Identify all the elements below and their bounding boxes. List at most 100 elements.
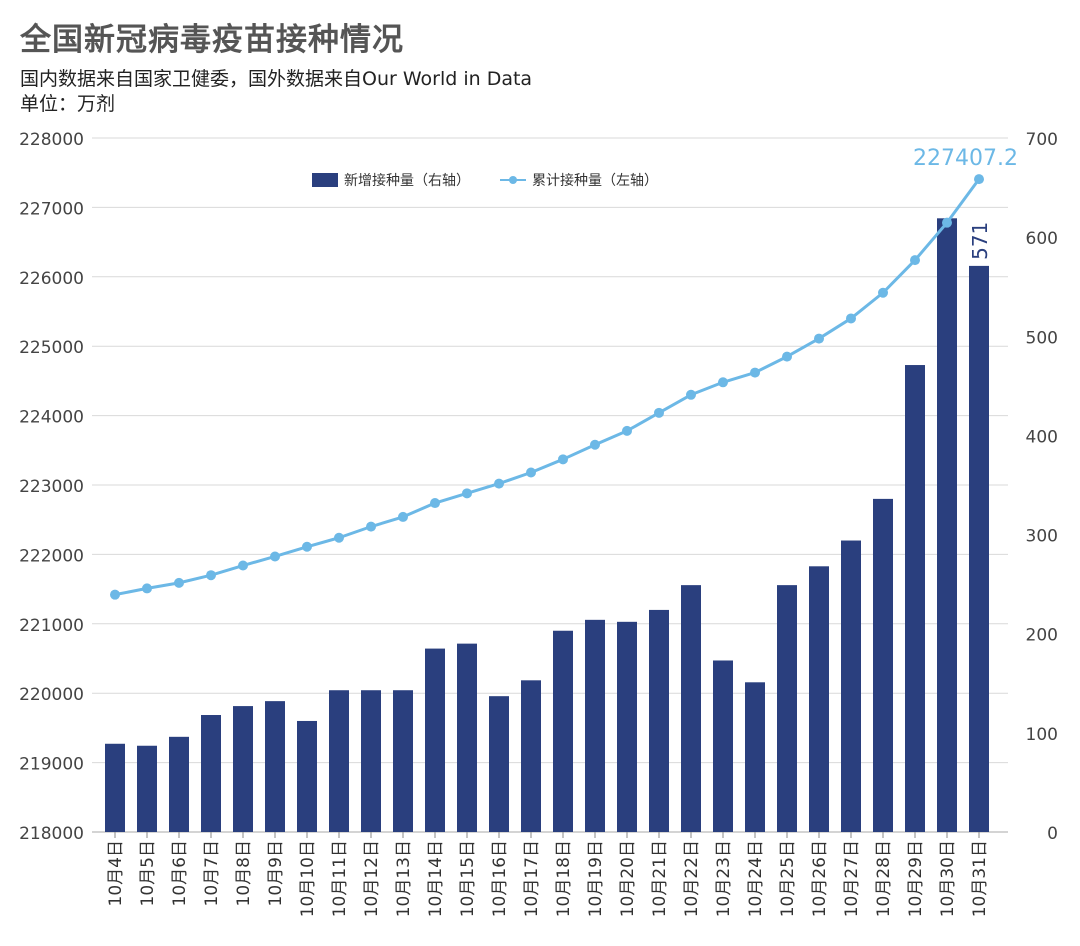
- right-tick-label: 600: [1026, 229, 1058, 249]
- line-point-10月20日: [622, 425, 632, 436]
- bar-10月7日: [201, 715, 221, 832]
- line-point-10月6日: [174, 577, 184, 588]
- line-point-10月30日: [942, 217, 952, 228]
- x-tick-label: 10月17日: [522, 840, 542, 917]
- bar-10月12日: [361, 690, 381, 832]
- line-point-10月25日: [782, 351, 792, 362]
- x-tick-label: 10月26日: [810, 840, 830, 917]
- right-tick-label: 500: [1026, 328, 1058, 348]
- line-point-10月26日: [814, 333, 824, 344]
- bar-10月26日: [809, 566, 829, 832]
- bar-10月11日: [329, 690, 349, 832]
- right-tick-label: 0: [1047, 824, 1058, 844]
- bar-10月16日: [489, 696, 509, 832]
- line-point-10月23日: [718, 377, 728, 388]
- legend-label-bar: 新增接种量（右轴）: [344, 172, 470, 189]
- left-tick-label: 222000: [19, 546, 84, 566]
- line-point-10月22日: [686, 389, 696, 400]
- x-tick-label: 10月31日: [970, 840, 990, 917]
- left-tick-label: 224000: [19, 408, 84, 428]
- x-tick-label: 10月18日: [554, 840, 574, 917]
- x-tick-label: 10月30日: [938, 840, 958, 917]
- x-tick-label: 10月16日: [490, 840, 510, 917]
- line-point-10月14日: [430, 498, 440, 509]
- line-point-10月27日: [846, 313, 856, 324]
- bar-10月9日: [265, 701, 285, 832]
- left-tick-label: 227000: [19, 199, 84, 219]
- bar-10月29日: [905, 365, 925, 832]
- x-tick-label: 10月5日: [138, 840, 158, 906]
- bar-10月6日: [169, 736, 189, 832]
- chart-subtitle: 国内数据来自国家卫健委，国外数据来自Our World in Data: [20, 68, 533, 90]
- bar-10月21日: [649, 609, 669, 832]
- right-tick-label: 400: [1026, 427, 1058, 447]
- line-point-10月5日: [142, 583, 152, 594]
- x-tick-label: 10月22日: [682, 840, 702, 917]
- bar-10月22日: [681, 585, 701, 832]
- grid-lines: [92, 137, 1008, 833]
- line-point-10月19日: [590, 439, 600, 450]
- left-axis: 218000 219000 220000 221000 222000 223000 2240…: [19, 130, 84, 844]
- bar-series: [105, 218, 989, 832]
- x-tick-label: 10月24日: [746, 840, 766, 917]
- line-point-10月10日: [302, 541, 312, 552]
- line-point-10月24日: [750, 367, 760, 378]
- x-tick-label: 10月8日: [234, 840, 254, 906]
- chart-title: 全国新冠病毒疫苗接种情况: [20, 22, 404, 58]
- x-tick-label: 10月20日: [618, 840, 638, 917]
- legend-swatch-bar: [312, 173, 338, 187]
- bar-10月14日: [425, 648, 445, 832]
- x-tick-label: 10月14日: [426, 840, 446, 917]
- line-point-10月29日: [910, 255, 920, 266]
- left-tick-label: 219000: [19, 755, 84, 775]
- x-tick-label: 10月13日: [394, 840, 414, 917]
- x-axis: 10月4日 10月5日 10月6日 10月7日 10月8日 10月9日 10月10日 10月1…: [106, 832, 990, 917]
- x-tick-label: 10月23日: [714, 840, 734, 917]
- chart-unit: 单位：万剂: [20, 93, 116, 115]
- bar-10月24日: [745, 682, 765, 832]
- x-tick-label: 10月10日: [298, 840, 318, 917]
- legend-label-line: 累计接种量（左轴）: [532, 172, 658, 189]
- bar-10月13日: [393, 690, 413, 832]
- line-point-10月17日: [526, 467, 536, 478]
- x-tick-label: 10月29日: [906, 840, 926, 917]
- left-tick-label: 221000: [19, 616, 84, 636]
- line-point-10月16日: [494, 478, 504, 489]
- left-tick-label: 228000: [19, 130, 84, 150]
- x-tick-label: 10月4日: [106, 840, 126, 906]
- bar-10月23日: [713, 660, 733, 832]
- right-tick-label: 200: [1026, 626, 1058, 646]
- line-point-10月7日: [206, 570, 216, 581]
- line-point-10月11日: [334, 532, 344, 543]
- line-point-10月21日: [654, 407, 664, 418]
- right-tick-label: 700: [1026, 130, 1058, 150]
- line-point-10月8日: [238, 560, 248, 571]
- bar-10月8日: [233, 706, 253, 832]
- x-tick-label: 10月25日: [778, 840, 798, 917]
- x-tick-label: 10月11日: [330, 840, 350, 917]
- left-tick-label: 225000: [19, 338, 84, 358]
- line-point-10月12日: [366, 521, 376, 532]
- x-tick-label: 10月12日: [362, 840, 382, 917]
- line-point-10月13日: [398, 511, 408, 522]
- bar-last-value-label: 571: [968, 222, 992, 260]
- annotations: 227407.2 571: [913, 146, 1018, 260]
- bar-10月25日: [777, 585, 797, 832]
- line-point-10月15日: [462, 488, 472, 499]
- line-point-10月4日: [110, 589, 120, 600]
- right-axis: 0 100 200 300 400 500 600 700: [1026, 130, 1058, 844]
- legend: 新增接种量（右轴） 累计接种量（左轴）: [312, 172, 658, 189]
- x-tick-label: 10月27日: [842, 840, 862, 917]
- line-point-10月9日: [270, 551, 280, 562]
- line-last-value-label: 227407.2: [913, 146, 1018, 171]
- left-tick-label: 223000: [19, 477, 84, 497]
- bar-10月20日: [617, 621, 637, 832]
- legend-marker-line: [509, 176, 517, 184]
- right-tick-label: 300: [1026, 527, 1058, 547]
- x-tick-label: 10月7日: [202, 840, 222, 906]
- bar-10月30日: [937, 218, 957, 832]
- bar-10月17日: [521, 680, 541, 832]
- x-tick-label: 10月28日: [874, 840, 894, 917]
- line-point-10月18日: [558, 454, 568, 465]
